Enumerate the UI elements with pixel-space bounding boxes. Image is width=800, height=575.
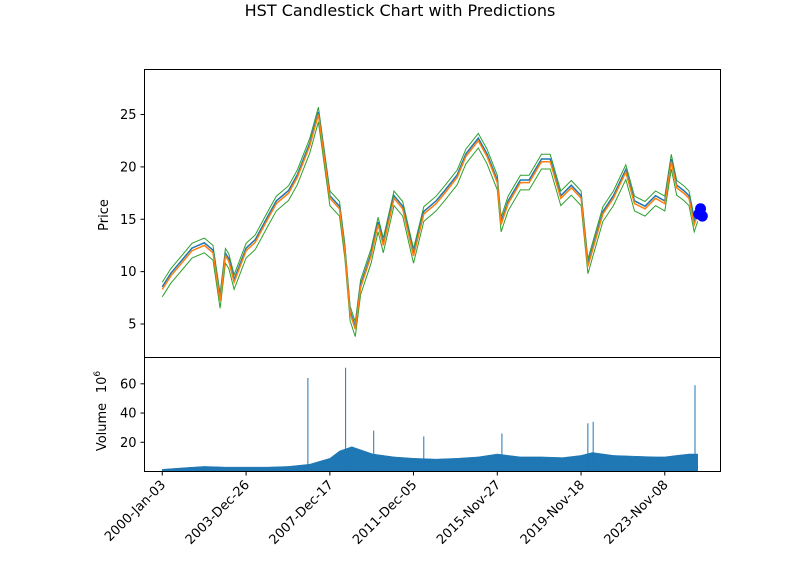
- x-tick-label: 2015-Nov-27: [434, 478, 504, 548]
- wick-low-line: [161, 121, 699, 337]
- volume-y-tick-label: 20: [120, 436, 137, 451]
- x-tick-label: 2011-Dec-05: [350, 478, 420, 548]
- price-y-tick-label: 5: [128, 317, 136, 332]
- volume-y-axis-label: Volume: [95, 403, 110, 451]
- volume-y-tick-label: 40: [120, 407, 137, 422]
- x-tick-label: 2003-Dec-26: [183, 478, 253, 548]
- x-tick-label: 2023-Nov-08: [602, 478, 672, 548]
- volume-series: [162, 367, 698, 472]
- volume-plot-frame: [144, 357, 721, 472]
- wick-high-line: [161, 107, 699, 323]
- price-panel: 5 10 15 20 25 Price: [97, 69, 721, 358]
- x-tick-label: 2007-Dec-17: [267, 478, 337, 548]
- open-line: [161, 111, 699, 327]
- volume-y-axis: 20 40 60: [120, 377, 145, 451]
- chart-title: HST Candlestick Chart with Predictions: [245, 1, 556, 20]
- x-tick-label: 2019-Nov-18: [518, 478, 588, 548]
- price-y-axis-label: Price: [97, 199, 112, 231]
- price-y-axis: 5 10 15 20 25: [120, 108, 145, 332]
- volume-area: [162, 446, 698, 472]
- volume-scale-base: 10: [95, 377, 110, 394]
- volume-scale-label: 106: [93, 371, 110, 394]
- x-tick-label: 2000-Jan-03: [102, 478, 169, 545]
- price-y-tick-label: 10: [120, 265, 137, 280]
- price-y-tick-label: 15: [120, 213, 137, 228]
- x-axis: 2000-Jan-03 2003-Dec-26 2007-Dec-17 2011-De…: [102, 471, 672, 548]
- volume-scale-exponent: 6: [93, 371, 103, 377]
- price-y-tick-label: 20: [120, 160, 137, 175]
- prediction-point: [696, 210, 708, 222]
- volume-panel: 20 40 60 Volume 106: [93, 357, 721, 472]
- volume-y-tick-label: 60: [120, 377, 137, 392]
- close-line: [161, 114, 699, 330]
- price-series: [161, 107, 708, 337]
- price-y-tick-label: 25: [120, 108, 137, 123]
